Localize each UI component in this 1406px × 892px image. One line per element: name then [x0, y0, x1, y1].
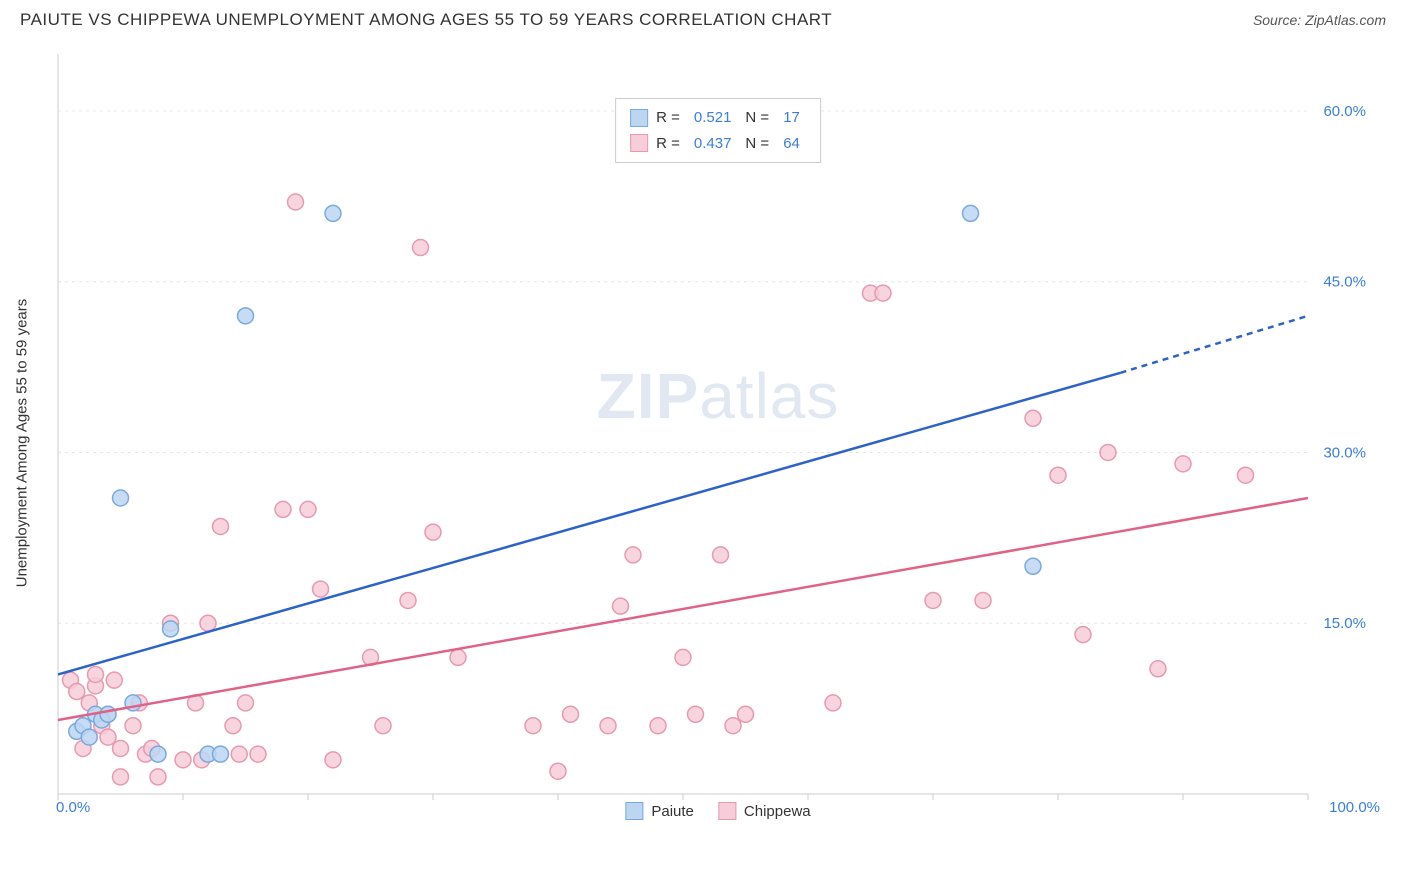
r-label: R =: [656, 131, 680, 157]
legend-label-paiute: Paiute: [651, 803, 694, 820]
svg-text:45.0%: 45.0%: [1323, 274, 1366, 291]
svg-text:15.0%: 15.0%: [1323, 615, 1366, 632]
n-label: N =: [745, 105, 769, 131]
chart-title: PAIUTE VS CHIPPEWA UNEMPLOYMENT AMONG AG…: [20, 10, 832, 30]
r-value-chippewa: 0.437: [694, 131, 732, 157]
n-label: N =: [745, 131, 769, 157]
x-axis-min-label: 0.0%: [56, 799, 90, 816]
x-axis-max-label: 100.0%: [1329, 799, 1380, 816]
n-value-chippewa: 64: [783, 131, 800, 157]
swatch-chippewa: [718, 802, 736, 820]
correlation-legend: R = 0.521 N = 17 R = 0.437 N = 64: [615, 98, 821, 163]
scatter-chart: 15.0% 30.0% 45.0% 60.0%: [48, 48, 1388, 838]
n-value-paiute: 17: [783, 105, 800, 131]
r-value-paiute: 0.521: [694, 105, 732, 131]
swatch-paiute: [625, 802, 643, 820]
source-label: Source: ZipAtlas.com: [1253, 12, 1386, 28]
r-label: R =: [656, 105, 680, 131]
legend-label-chippewa: Chippewa: [744, 803, 811, 820]
svg-text:60.0%: 60.0%: [1323, 103, 1366, 120]
legend-row-chippewa: R = 0.437 N = 64: [630, 131, 806, 157]
legend-item-paiute: Paiute: [625, 802, 694, 820]
header-bar: PAIUTE VS CHIPPEWA UNEMPLOYMENT AMONG AG…: [0, 0, 1406, 38]
swatch-chippewa: [630, 134, 648, 152]
series-legend: Paiute Chippewa: [625, 802, 810, 820]
chart-container: Unemployment Among Ages 55 to 59 years 1…: [48, 48, 1388, 838]
y-axis-label: Unemployment Among Ages 55 to 59 years: [14, 299, 31, 588]
legend-row-paiute: R = 0.521 N = 17: [630, 105, 806, 131]
legend-item-chippewa: Chippewa: [718, 802, 811, 820]
svg-text:30.0%: 30.0%: [1323, 444, 1366, 461]
swatch-paiute: [630, 109, 648, 127]
